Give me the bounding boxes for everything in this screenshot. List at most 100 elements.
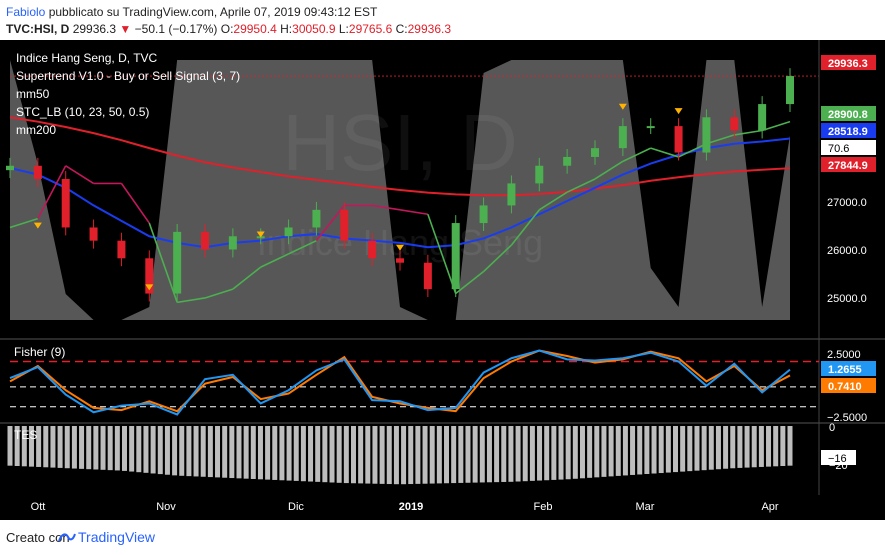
tes-bar bbox=[766, 426, 772, 467]
fisher-tick: −2.5000 bbox=[827, 412, 867, 424]
price-tick: 27000.0 bbox=[827, 197, 867, 209]
supertrend-segment bbox=[148, 222, 178, 303]
open-value: 29950.4 bbox=[233, 22, 277, 36]
tes-bar bbox=[343, 426, 349, 484]
candle-body bbox=[591, 148, 599, 157]
tes-bar bbox=[136, 426, 142, 473]
badge-last-price bbox=[821, 55, 876, 70]
tes-bar bbox=[537, 426, 543, 481]
close-label: C: bbox=[395, 22, 408, 36]
candle-body bbox=[173, 231, 182, 294]
tes-bar bbox=[393, 426, 399, 485]
tes-bar bbox=[71, 426, 77, 469]
time-tick: 2019 bbox=[399, 501, 423, 513]
candle-body bbox=[284, 227, 293, 237]
tes-bar bbox=[229, 426, 235, 479]
tes-bar bbox=[665, 426, 671, 473]
tes-bar bbox=[730, 426, 736, 469]
badge-supertrend-text: 28900.8 bbox=[828, 109, 868, 121]
tes-bar bbox=[350, 426, 356, 484]
supertrend-segment bbox=[9, 217, 39, 229]
footer-brand[interactable]: TradingView bbox=[78, 529, 156, 545]
tes-bar bbox=[644, 426, 650, 474]
tes-bar bbox=[207, 426, 213, 478]
tes-bar bbox=[79, 426, 85, 469]
legend-stc: STC_LB (10, 23, 50, 0.5) bbox=[16, 105, 149, 119]
time-tick: Mar bbox=[636, 501, 655, 513]
legend-supertrend: Supertrend V1.0 - Buy or Sell Signal (3,… bbox=[16, 69, 240, 83]
supertrend-segment bbox=[204, 288, 234, 299]
sell-signal-marker bbox=[618, 103, 627, 110]
tes-bar bbox=[200, 426, 206, 477]
tes-bar bbox=[744, 426, 750, 468]
publisher-name[interactable]: Fabiolo bbox=[6, 5, 46, 19]
tes-bar bbox=[179, 426, 185, 476]
tes-bar bbox=[658, 426, 664, 474]
tes-bar bbox=[257, 426, 263, 480]
supertrend-segment bbox=[594, 160, 624, 180]
supertrend-segment bbox=[37, 165, 67, 220]
badge-mm50-text: 28518.9 bbox=[828, 126, 868, 138]
tes-bar bbox=[157, 426, 163, 475]
time-tick: Ott bbox=[31, 501, 46, 513]
tes-bar bbox=[401, 426, 407, 485]
tes-bar bbox=[508, 426, 514, 482]
chart-area[interactable]: HSI, D Indice Hang Seng Indice Hang Seng… bbox=[0, 40, 885, 520]
tes-bar bbox=[451, 426, 457, 484]
low-value: 29765.6 bbox=[348, 22, 393, 36]
price-axis[interactable]: 27000.0 26000.0 25000.0 29936.3 28900.8 … bbox=[821, 55, 876, 305]
footer-created: Creato con bbox=[6, 530, 70, 545]
tes-bar bbox=[164, 426, 170, 475]
time-tick: Nov bbox=[156, 501, 176, 513]
tes-bar bbox=[787, 426, 793, 466]
chart-canvas[interactable]: HSI, D Indice Hang Seng Indice Hang Seng… bbox=[0, 40, 885, 520]
tes-bar bbox=[737, 426, 743, 468]
tes-bar bbox=[100, 426, 106, 470]
badge-stc bbox=[821, 140, 876, 155]
tes-bar bbox=[587, 426, 593, 478]
tes-bar bbox=[715, 426, 721, 470]
candle-body bbox=[228, 236, 237, 250]
supertrend-segment bbox=[177, 297, 206, 304]
supertrend-segment bbox=[372, 204, 401, 211]
tes-bar bbox=[114, 426, 120, 471]
supertrend-segment bbox=[650, 147, 679, 158]
fisher-axis[interactable]: 2.5000 −2.5000 1.2655 0.7410 bbox=[821, 349, 876, 424]
tes-bar bbox=[422, 426, 428, 484]
symbol-label: TVC:HSI, D bbox=[6, 22, 70, 36]
badge-mm200-text: 27844.9 bbox=[828, 160, 868, 172]
tes-bar bbox=[36, 426, 42, 467]
tes-bar bbox=[300, 426, 306, 482]
candle-body bbox=[563, 156, 572, 166]
candle-body bbox=[423, 262, 432, 290]
tes-axis[interactable]: 0 −20 −16 bbox=[821, 422, 856, 472]
tes-bar bbox=[93, 426, 99, 470]
supertrend-segment bbox=[260, 253, 289, 268]
tes-bar bbox=[708, 426, 714, 470]
watermark: HSI, D Indice Hang Seng bbox=[257, 98, 543, 263]
time-axis[interactable]: Ott Nov Dic 2019 Feb Mar Apr bbox=[31, 501, 779, 513]
tes-bar bbox=[372, 426, 378, 484]
badge-fisher bbox=[821, 361, 876, 376]
tes-bar bbox=[322, 426, 328, 483]
candle-body bbox=[535, 165, 544, 184]
supertrend-segment bbox=[455, 270, 485, 295]
tes-bar bbox=[687, 426, 693, 472]
tes-bar bbox=[608, 426, 614, 477]
tes-bar bbox=[28, 426, 34, 467]
candle-body bbox=[702, 117, 711, 153]
price-tick: 25000.0 bbox=[827, 293, 867, 305]
change-value: −50.1 (−0.17%) bbox=[134, 22, 218, 36]
tes-bar bbox=[57, 426, 63, 468]
candle-body bbox=[6, 165, 14, 171]
badge-tes bbox=[821, 450, 856, 465]
time-tick: Dic bbox=[288, 501, 304, 513]
candle-body bbox=[646, 126, 655, 129]
tes-bar bbox=[558, 426, 564, 480]
tes-bar bbox=[594, 426, 600, 478]
tes-bar bbox=[680, 426, 686, 472]
tes-bar bbox=[86, 426, 92, 470]
tes-bar bbox=[358, 426, 364, 484]
badge-trigger bbox=[821, 378, 876, 393]
tes-bar bbox=[129, 426, 135, 472]
